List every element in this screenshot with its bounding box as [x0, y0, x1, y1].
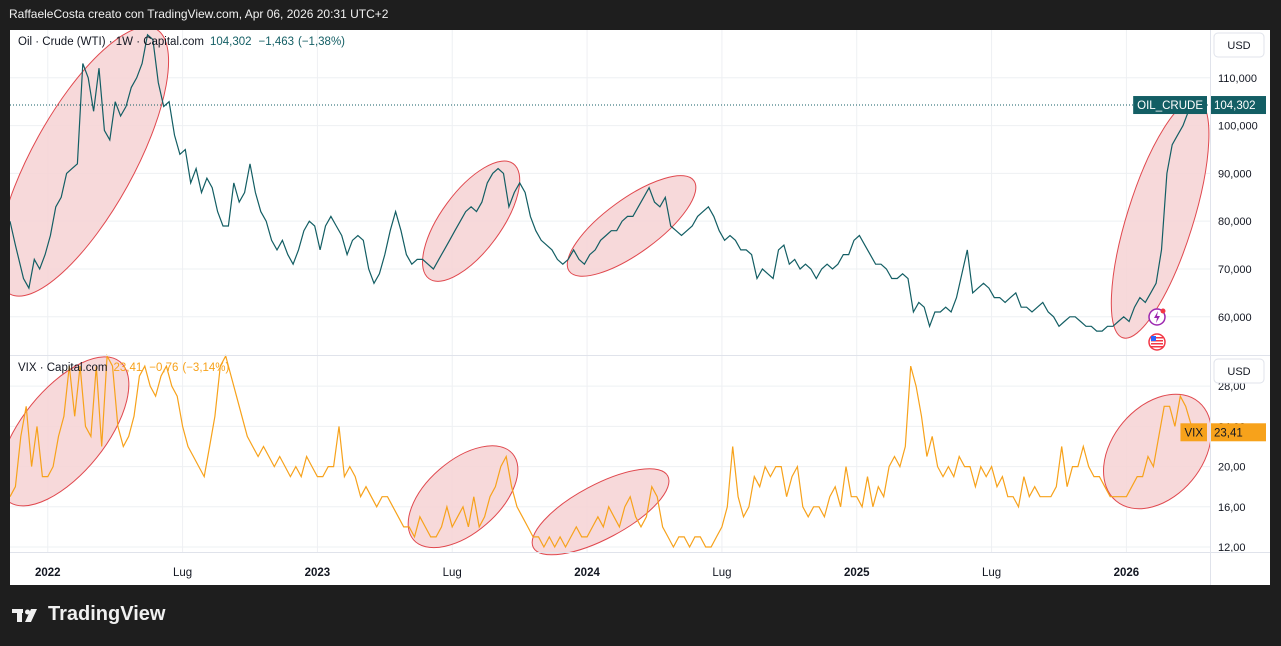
oil-legend[interactable]: Oil · Crude (WTI) · 1W · Capital.com 104,… — [18, 36, 345, 48]
overlay — [1148, 308, 1166, 351]
vix-series-label: VIX — [1184, 427, 1203, 439]
x-tick-label: Lug — [173, 567, 192, 579]
highlight-ellipse[interactable] — [553, 159, 709, 293]
highlight-ellipse[interactable] — [1082, 373, 1234, 530]
vix-currency-button[interactable]: USD — [1213, 358, 1265, 384]
vix-symbol-title: VIX · Capital.com — [18, 362, 107, 374]
vix-price-line[interactable] — [9, 353, 1195, 549]
highlight-ellipse[interactable] — [405, 146, 538, 296]
highlight-ellipse[interactable] — [521, 452, 681, 571]
highlight-ellipse[interactable] — [390, 426, 536, 566]
tradingview-logo-icon — [12, 608, 37, 622]
y-tick-label: 70,000 — [1218, 264, 1252, 276]
y-tick-label: 80,000 — [1218, 216, 1252, 228]
oil-price-label: 104,302 — [1214, 100, 1256, 112]
x-tick-label: 2022 — [35, 567, 61, 579]
oil-currency-label: USD — [1227, 40, 1250, 52]
tradingview-brand-name: TradingView — [48, 603, 166, 625]
vix-price-tag: 23,41 — [1210, 423, 1266, 442]
oil-price-tag: 104,302 — [1210, 96, 1266, 115]
x-tick-label: Lug — [982, 567, 1001, 579]
y-tick-label: 28,00 — [1218, 381, 1246, 393]
oil-symbol-title: Oil · Crude (WTI) · 1W · Capital.com — [18, 36, 204, 48]
y-tick-label: 20,00 — [1218, 462, 1246, 474]
lightning-event-icon[interactable] — [1148, 308, 1166, 326]
vix-currency-label: USD — [1227, 366, 1250, 378]
vix-change: −0,76 — [149, 362, 178, 374]
vix-last-value: 23,41 — [113, 362, 142, 374]
us-flag-event-icon[interactable] — [1148, 333, 1166, 351]
x-tick-label: 2026 — [1114, 567, 1140, 579]
y-tick-label: 60,000 — [1218, 312, 1252, 324]
y-tick-label: 110,000 — [1218, 73, 1257, 85]
y-tick-label: 16,00 — [1218, 502, 1246, 514]
time-axis[interactable]: 2022 Lug 2023 Lug 2024 Lug 2025 Lug 2026 — [35, 567, 1139, 579]
oil-pane[interactable]: 110,000 100,000 90,000 80,000 70,000 60,000 Oi… — [0, 26, 1266, 348]
oil-last-value: 104,302 — [210, 36, 252, 48]
oil-series-label: OIL_CRUDE — [1137, 100, 1203, 112]
y-tick-label: 100,000 — [1218, 121, 1258, 133]
vix-series-tag: VIX — [1180, 423, 1207, 442]
vix-change-percent: (−3,14%) — [182, 362, 229, 374]
oil-change-percent: (−1,38%) — [298, 36, 345, 48]
vix-price-label: 23,41 — [1214, 427, 1243, 439]
oil-series-tag: OIL_CRUDE — [1133, 96, 1207, 115]
vertical-gridlines — [47, 30, 1127, 552]
x-tick-label: 2023 — [305, 567, 331, 579]
vix-legend[interactable]: VIX · Capital.com 23,41 −0,76 (−3,14%) — [18, 362, 230, 374]
chart-attribution: RaffaeleCosta creato con TradingView.com… — [9, 7, 389, 21]
tradingview-logo[interactable]: TradingView — [12, 603, 165, 626]
x-tick-label: 2025 — [844, 567, 870, 579]
x-tick-label: Lug — [443, 567, 462, 579]
chart-canvas[interactable]: 110,000 100,000 90,000 80,000 70,000 60,000 Oi… — [0, 26, 1270, 585]
highlight-ellipse[interactable] — [0, 26, 201, 318]
oil-change: −1,463 — [259, 36, 295, 48]
x-tick-label: Lug — [712, 567, 731, 579]
chart-panel[interactable]: 110,000 100,000 90,000 80,000 70,000 60,000 Oi… — [0, 26, 1270, 585]
y-tick-label: 12,00 — [1218, 542, 1246, 554]
x-tick-label: 2024 — [574, 567, 600, 579]
oil-price-line[interactable] — [9, 33, 1195, 332]
oil-currency-button[interactable]: USD — [1213, 32, 1265, 58]
y-tick-label: 90,000 — [1218, 168, 1252, 180]
